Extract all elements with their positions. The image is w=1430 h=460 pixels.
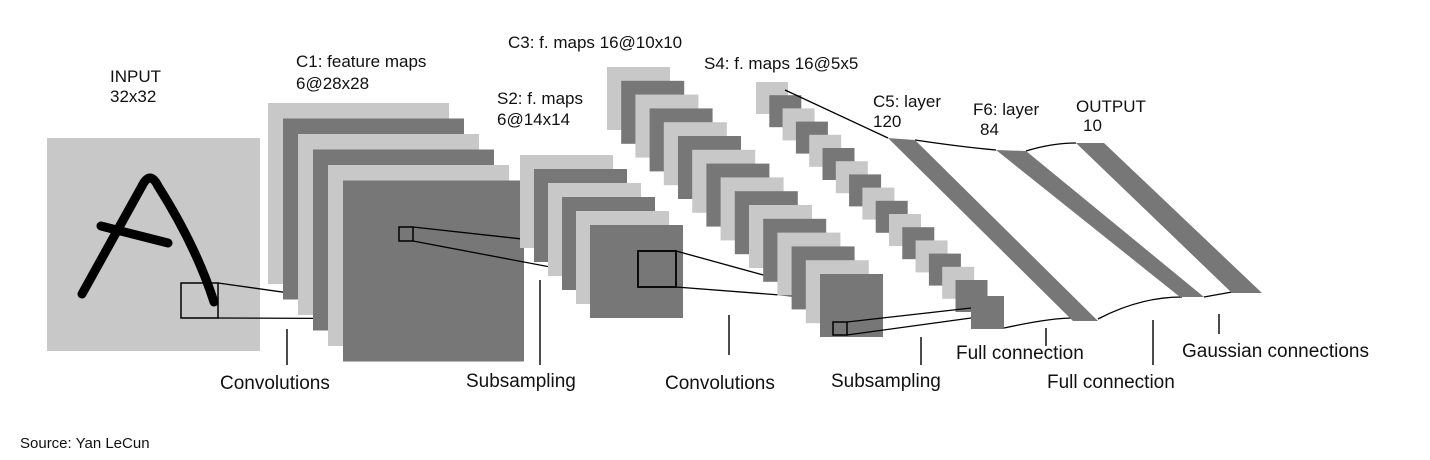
- input-label: INPUT: [110, 67, 161, 86]
- f6-layer-bar: [996, 150, 1204, 297]
- f6-label: F6: layer: [973, 100, 1039, 119]
- s2-receptive-field: [637, 250, 677, 288]
- output-label: OUTPUT: [1076, 97, 1146, 116]
- c3-feature-map-stack: [607, 67, 883, 337]
- output-layer-bar: [1076, 143, 1262, 293]
- c1-map-6: [343, 180, 524, 362]
- full2-label: Full connection: [1047, 372, 1175, 393]
- c3-label: C3: f. maps 16@10x10: [508, 33, 682, 52]
- output-size-label: 10: [1083, 116, 1102, 135]
- conv2-label: Convolutions: [665, 373, 775, 394]
- s4-label: S4: f. maps 16@5x5: [704, 54, 858, 73]
- c5-layer-bar: [888, 138, 1098, 321]
- input-size-label: 32x32: [110, 87, 156, 106]
- c5-size-label: 120: [873, 112, 901, 131]
- fully-connected-lines: [784, 89, 1233, 329]
- full1-label: Full connection: [956, 343, 1084, 364]
- s2-map-6: [590, 225, 683, 318]
- conv1-label: Convolutions: [220, 373, 330, 394]
- input-image: [47, 138, 260, 351]
- f6-size-label: 84: [980, 120, 999, 139]
- s4-to-c5-connection-lines: [846, 307, 972, 336]
- c1-receptive-field: [398, 226, 414, 242]
- s2-label: S2: f. maps: [497, 89, 583, 108]
- source-credit: Source: Yan LeCun: [20, 435, 150, 452]
- sub2-label: Subsampling: [831, 371, 941, 392]
- c1-label: C1: feature maps: [296, 52, 426, 71]
- input-receptive-field: [180, 282, 219, 319]
- s2-feature-map-stack: [520, 155, 683, 318]
- sub1-label: Subsampling: [466, 371, 576, 392]
- gauss-label: Gaussian connections: [1182, 341, 1369, 362]
- c3-receptive-field: [832, 321, 848, 336]
- c5-input-block: [971, 296, 1004, 329]
- c3-map-16: [820, 274, 883, 337]
- operation-tick-marks: [286, 280, 1220, 365]
- c1-size-label: 6@28x28: [296, 74, 369, 93]
- handwritten-letter-a: [77, 173, 219, 307]
- c5-label: C5: layer: [873, 92, 941, 111]
- s2-size-label: 6@14x14: [497, 110, 570, 129]
- c1-feature-map-stack: [268, 103, 524, 362]
